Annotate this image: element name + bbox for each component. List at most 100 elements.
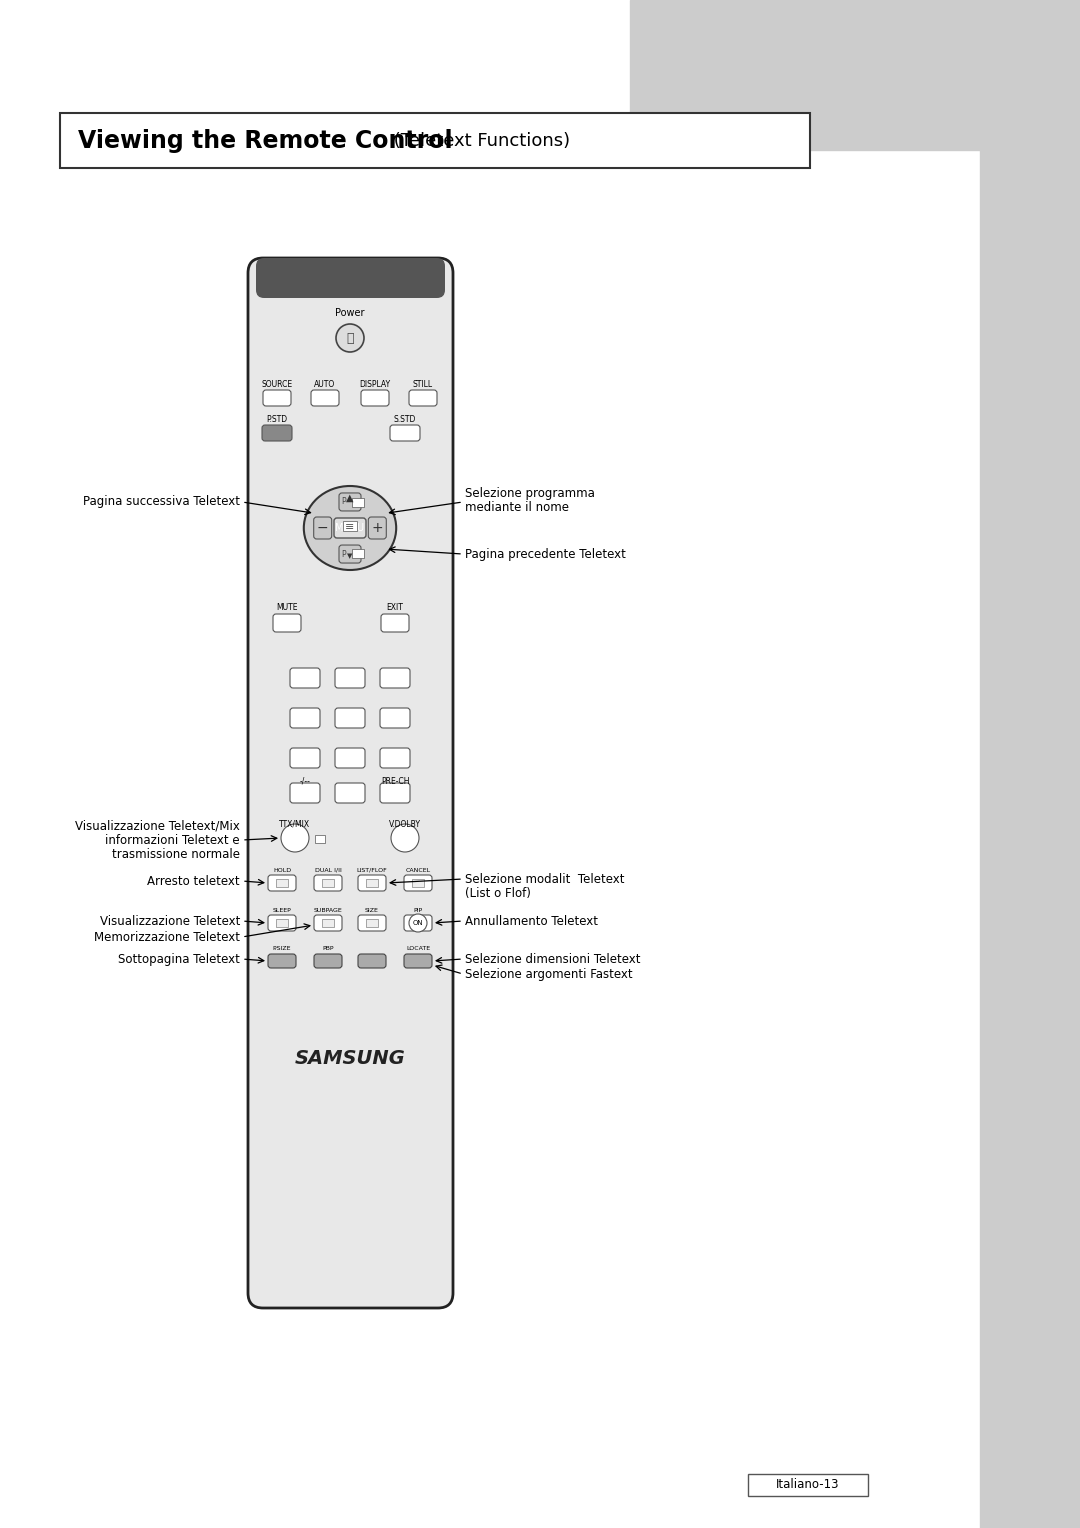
Bar [276,918,288,927]
Text: Viewing the Remote Control: Viewing the Remote Control [78,128,453,153]
FancyBboxPatch shape [291,782,320,804]
Circle shape [336,324,364,351]
FancyBboxPatch shape [264,390,291,406]
FancyBboxPatch shape [380,707,410,727]
FancyBboxPatch shape [268,953,296,969]
Bar [748,1475,868,1496]
FancyBboxPatch shape [357,953,386,969]
Text: (List o Flof): (List o Flof) [465,886,531,900]
Bar [411,879,424,886]
FancyBboxPatch shape [256,258,445,298]
Text: 4: 4 [301,714,309,723]
Bar [366,879,378,886]
Text: 9: 9 [391,753,399,762]
FancyBboxPatch shape [404,876,432,891]
Text: 6: 6 [391,714,399,723]
FancyBboxPatch shape [314,953,342,969]
FancyBboxPatch shape [334,518,366,538]
Text: STILL: STILL [413,379,433,388]
Text: 8: 8 [347,753,353,762]
Text: DISPLAY: DISPLAY [360,379,391,388]
FancyBboxPatch shape [335,782,365,804]
Text: Selezione modalit  Teletext: Selezione modalit Teletext [465,872,624,886]
FancyBboxPatch shape [313,516,332,539]
Text: SAMSUNG: SAMSUNG [295,1048,405,1068]
FancyBboxPatch shape [380,782,410,804]
Text: P: P [341,550,347,559]
FancyBboxPatch shape [268,915,296,931]
Text: 0: 0 [347,788,353,798]
FancyBboxPatch shape [381,614,409,633]
Text: DUAL I/II: DUAL I/II [314,868,341,872]
Text: ON: ON [413,920,423,926]
Text: Visualizzazione Teletext/Mix: Visualizzazione Teletext/Mix [76,819,240,833]
Text: Memorizzazione Teletext: Memorizzazione Teletext [94,931,240,943]
Bar [980,0,1080,1528]
Text: SIZE: SIZE [365,908,379,912]
Text: Selezione dimensioni Teletext: Selezione dimensioni Teletext [465,952,640,966]
Bar [352,498,364,507]
FancyBboxPatch shape [380,668,410,688]
Bar [630,0,1080,150]
Text: Visualizzazione Teletext: Visualizzazione Teletext [99,914,240,927]
Circle shape [391,824,419,853]
Bar [411,918,424,927]
Text: MENU: MENU [336,523,365,533]
FancyBboxPatch shape [339,494,361,510]
FancyBboxPatch shape [357,876,386,891]
Text: ▼: ▼ [348,553,353,559]
FancyBboxPatch shape [368,516,387,539]
FancyBboxPatch shape [314,915,342,931]
Text: P.SIZE: P.SIZE [273,946,292,950]
Bar [276,879,288,886]
Ellipse shape [303,486,396,570]
Text: Pagina precedente Teletext: Pagina precedente Teletext [465,547,626,561]
FancyBboxPatch shape [311,390,339,406]
FancyBboxPatch shape [404,915,432,931]
Text: +: + [372,521,383,535]
FancyBboxPatch shape [390,425,420,442]
Text: Power: Power [335,309,365,318]
FancyBboxPatch shape [404,953,432,969]
Text: 3: 3 [391,672,399,683]
Text: Arresto teletext: Arresto teletext [147,874,240,888]
Text: 🔇: 🔇 [284,617,291,628]
FancyBboxPatch shape [273,614,301,633]
Text: EXIT: EXIT [387,602,404,611]
Text: informazioni Teletext e: informazioni Teletext e [106,833,240,847]
Bar [322,879,334,886]
Text: ≡: ≡ [346,523,354,532]
Text: Pagina successiva Teletext: Pagina successiva Teletext [83,495,240,509]
Bar [315,834,325,843]
Bar [352,549,364,558]
Text: (Teletext Functions): (Teletext Functions) [388,131,570,150]
Text: ▲: ▲ [347,494,354,503]
FancyBboxPatch shape [262,425,292,442]
Text: V.DOLBY: V.DOLBY [389,819,421,828]
Text: Italiano-13: Italiano-13 [777,1479,840,1491]
Text: Annullamento Teletext: Annullamento Teletext [465,914,598,927]
Text: 1: 1 [301,672,309,683]
Text: 5: 5 [347,714,353,723]
FancyBboxPatch shape [339,545,361,562]
Text: AUTO: AUTO [314,379,336,388]
Text: P: P [341,498,347,506]
FancyBboxPatch shape [380,749,410,769]
Text: ⏻: ⏻ [347,332,354,344]
Bar [366,918,378,927]
Text: PIP: PIP [414,908,422,912]
Text: Selezione programma: Selezione programma [465,487,595,501]
FancyBboxPatch shape [291,749,320,769]
Text: HOLD: HOLD [273,868,292,872]
Text: trasmissione normale: trasmissione normale [112,848,240,860]
Text: MUTE: MUTE [276,602,298,611]
FancyBboxPatch shape [291,668,320,688]
Text: TTX/MIX: TTX/MIX [280,819,311,828]
Text: SUBPAGE: SUBPAGE [313,908,342,912]
Text: LOCATE: LOCATE [406,946,430,950]
FancyBboxPatch shape [357,915,386,931]
Text: CANCEL: CANCEL [405,868,431,872]
Circle shape [409,914,427,932]
FancyBboxPatch shape [291,707,320,727]
Text: S.STD: S.STD [394,414,416,423]
